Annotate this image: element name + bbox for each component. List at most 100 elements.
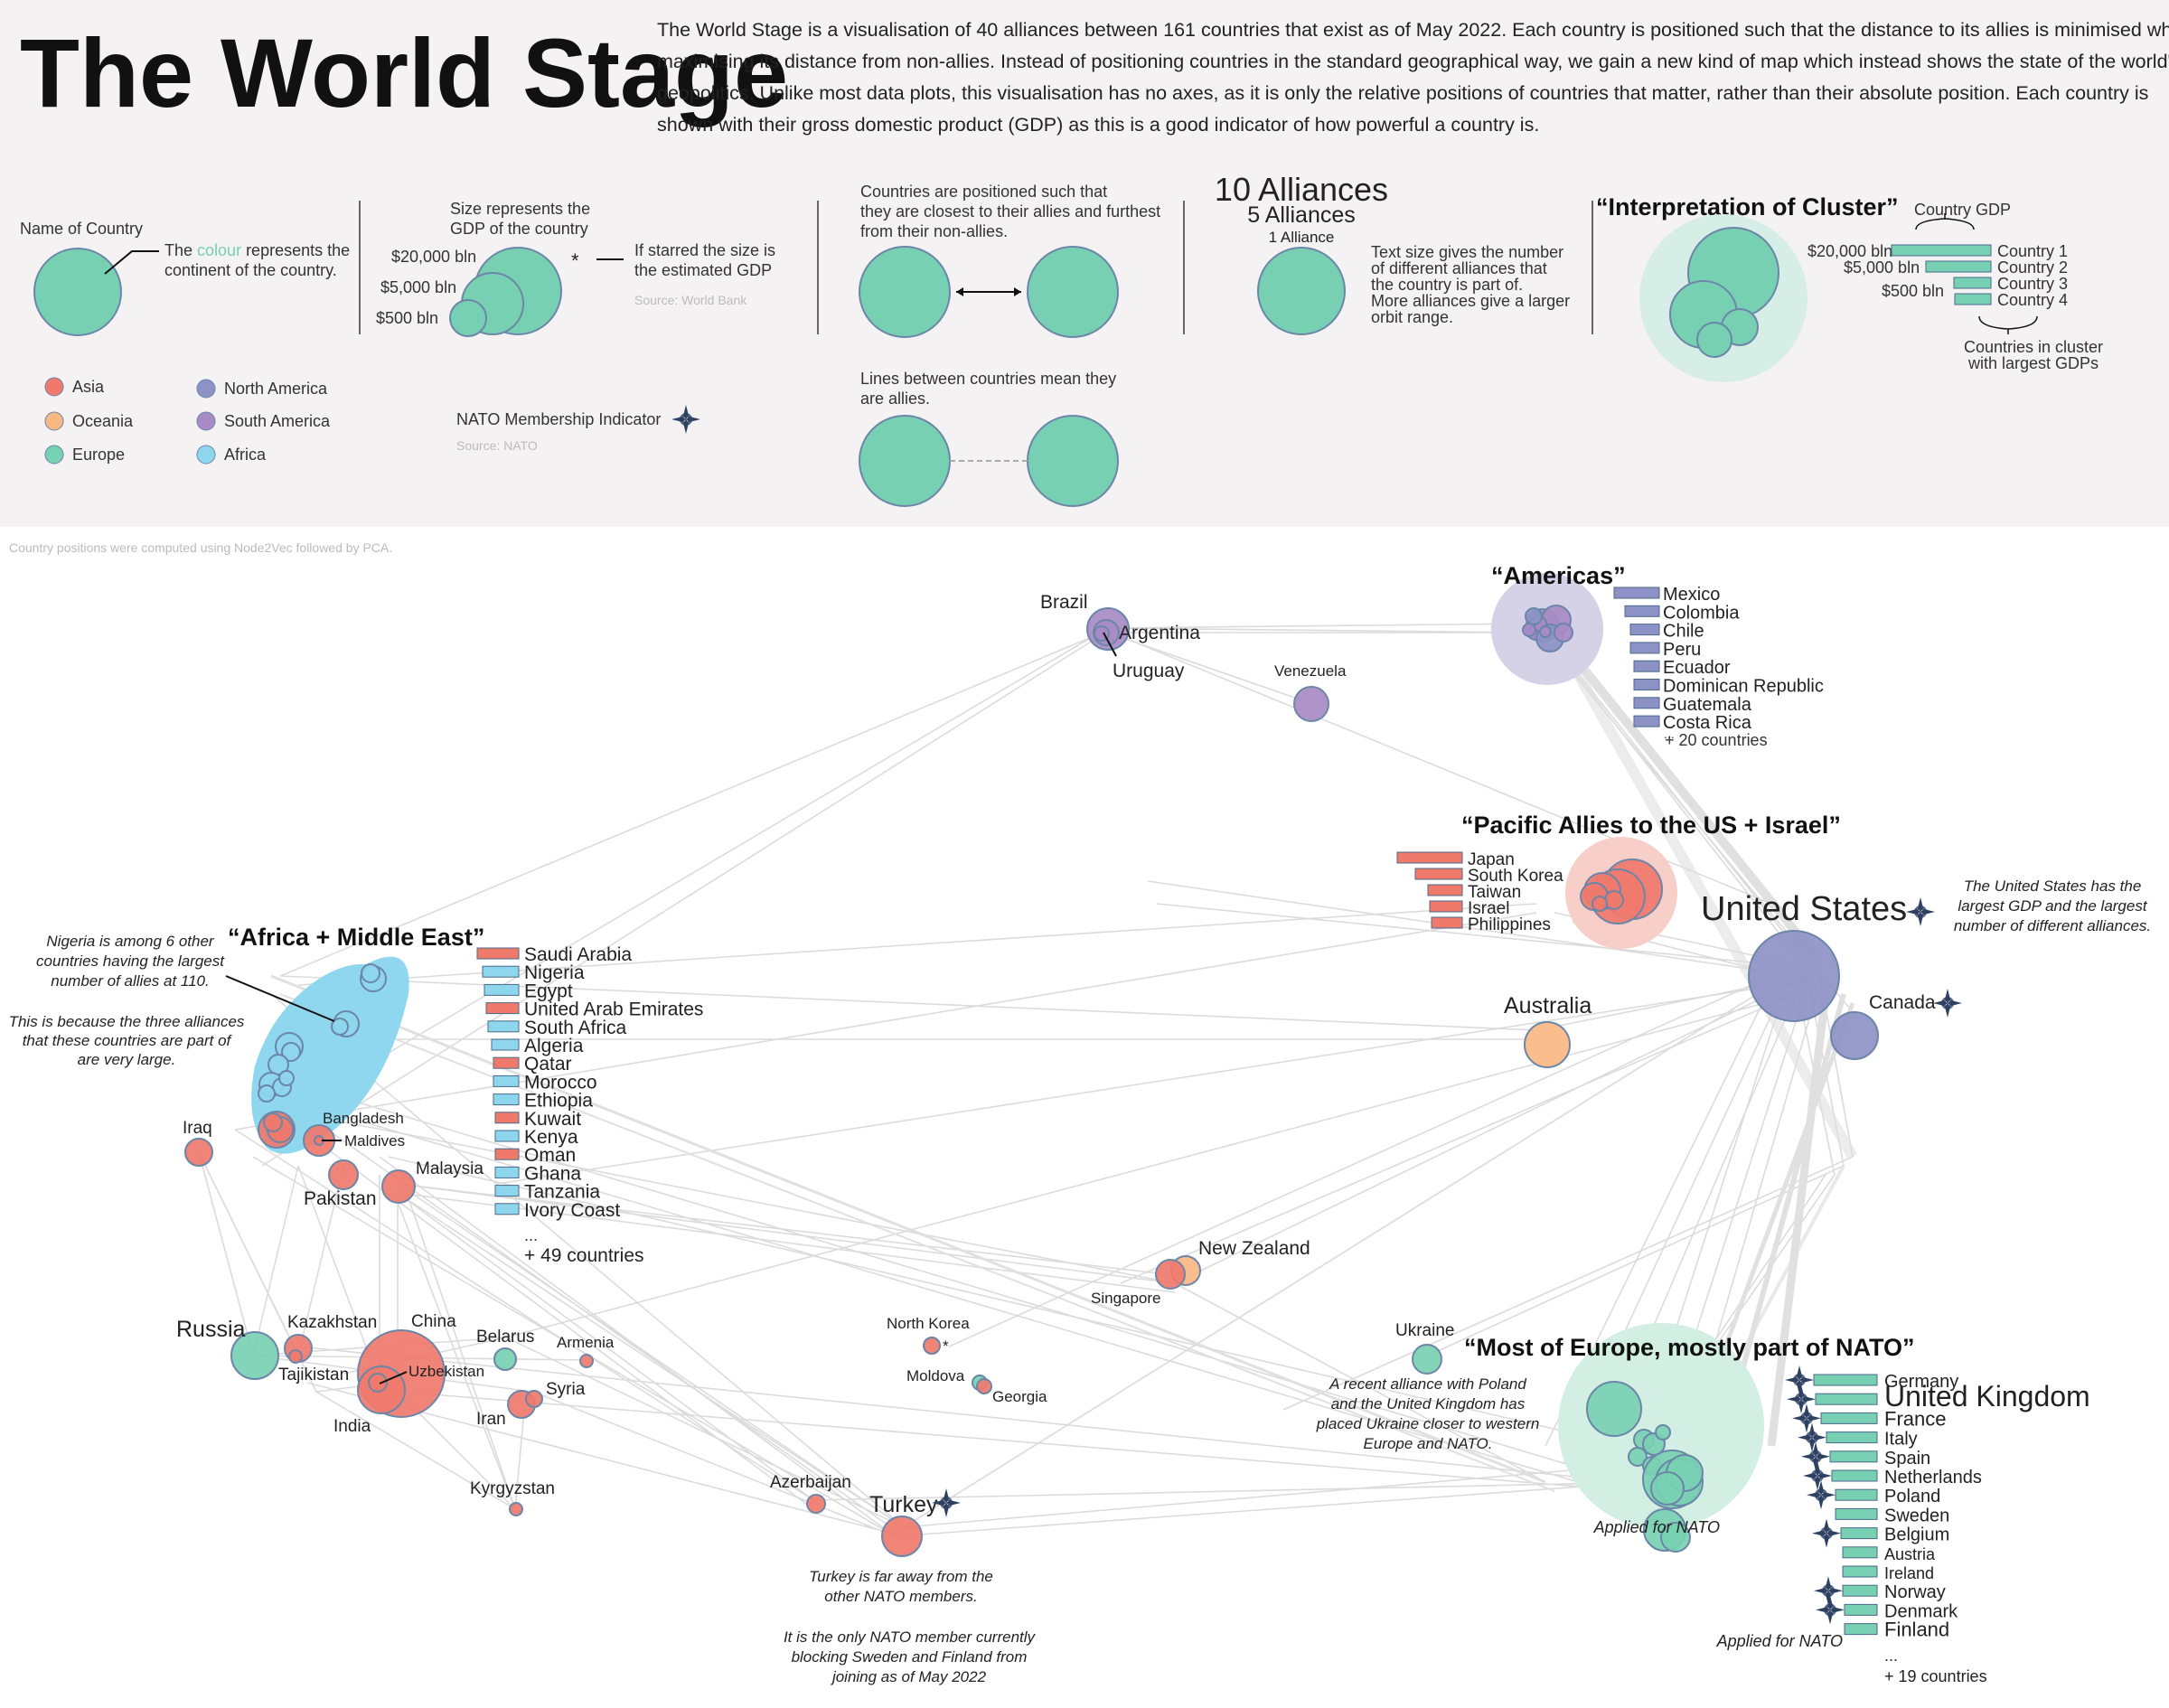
- canada-circle: [1830, 1011, 1879, 1060]
- cluster-country-label: Denmark: [1884, 1601, 1958, 1621]
- cluster-country-label: Ghana: [524, 1163, 581, 1184]
- bangladesh-label: Bangladesh: [323, 1110, 404, 1127]
- lines-note: Lines between countries mean they: [860, 370, 1116, 388]
- singapore-label: Singapore: [1091, 1290, 1161, 1307]
- americas-member-circle: [1539, 625, 1552, 638]
- text-size-note: Text size gives the number: [1371, 243, 1563, 261]
- kazakhstan-label: Kazakhstan: [287, 1313, 377, 1332]
- pakistan-label: Pakistan: [304, 1188, 377, 1209]
- kyrgyzstan-label: Kyrgyzstan: [470, 1479, 555, 1498]
- cluster-gdp-5000: $5,000 bln: [1844, 258, 1920, 277]
- alliance-strands: [270, 629, 1858, 1492]
- cluster-country-label: Country 4: [1997, 291, 2068, 309]
- cluster-country-label: Egypt: [524, 981, 573, 1001]
- gdp-bar: [494, 1130, 520, 1142]
- uzbekistan-circle: [368, 1373, 388, 1393]
- legend-size-title: GDP of the country: [450, 220, 588, 238]
- gdp-bar: [494, 1112, 520, 1124]
- gdp-bar: [1429, 900, 1463, 913]
- nato-member-icon: [1814, 1576, 1843, 1606]
- cluster-gdp-500: $500 bln: [1882, 282, 1944, 300]
- alliance-sample-circle: [1257, 247, 1346, 335]
- starred-note: the estimated GDP: [634, 261, 772, 279]
- cluster-country-label: Mexico: [1663, 585, 1720, 605]
- nato-member-icon: [1787, 1384, 1816, 1414]
- gdp-bar: [1831, 1469, 1878, 1482]
- nato-member-icon: [1801, 1441, 1830, 1471]
- annotation-line: number of allies at 110.: [51, 972, 209, 990]
- cluster-country-label: Philippines: [1468, 915, 1551, 934]
- africa-cluster-halo: [251, 956, 409, 1154]
- gdp-bar: [1842, 1546, 1878, 1559]
- gdp-bar: [1815, 1393, 1878, 1405]
- us-nato-icon: [1906, 897, 1935, 926]
- nato-member-icon: [1785, 1365, 1814, 1394]
- turkey-annotation: Turkey is far away from the other NATO m…: [784, 1568, 1037, 1685]
- gdp-bar: [1629, 624, 1660, 636]
- syria-label: Syria: [546, 1380, 586, 1399]
- moldova-label: Moldova: [906, 1367, 965, 1384]
- cluster-country-label: Saudi Arabia: [524, 944, 632, 965]
- asia-label: Asia: [72, 378, 105, 396]
- americas-cluster-title: “Americas”: [1491, 562, 1626, 589]
- armenia-circle: [579, 1354, 594, 1368]
- oceania-swatch: [44, 411, 64, 431]
- annotation-line: largest GDP and the largest: [1958, 897, 2147, 915]
- cluster-country-label: Austria: [1884, 1545, 1936, 1563]
- ally-sample-circle: [859, 415, 951, 507]
- gdp-bar: [494, 1185, 520, 1197]
- intro-line: shown with their gross domestic product …: [657, 114, 1539, 136]
- asia-swatch: [44, 377, 64, 397]
- us-annotation: The United States has the largest GDP an…: [1954, 877, 2151, 934]
- cluster-country-label: Ecuador: [1663, 658, 1731, 678]
- russia-label: Russia: [176, 1317, 246, 1342]
- georgia-label: Georgia: [992, 1388, 1047, 1405]
- annotation-line: The United States has the: [1964, 877, 2142, 895]
- cluster-gdp-20000: $20,000 bln: [1808, 242, 1892, 260]
- georgia-circle: [976, 1378, 992, 1394]
- cluster-country-label: Morocco: [524, 1072, 597, 1093]
- south-america-swatch: [196, 411, 216, 431]
- north-korea-star: *: [943, 1337, 949, 1355]
- turkey-label: Turkey: [869, 1492, 938, 1517]
- lines-note: are allies.: [860, 389, 930, 408]
- europe-ellipsis: ...: [1884, 1647, 1898, 1665]
- belarus-label: Belarus: [476, 1328, 534, 1347]
- starred-note: If starred the size is: [634, 241, 775, 259]
- north-america-swatch: [196, 379, 216, 399]
- pakistan-circle: [328, 1159, 359, 1190]
- text-size-note: More alliances give a larger: [1371, 292, 1570, 310]
- pacific-member-circle: [1604, 890, 1624, 910]
- gdp-bar: [1840, 1527, 1878, 1540]
- annotation-line: Turkey is far away from the: [809, 1568, 993, 1585]
- cluster-country-label: Country 2: [1997, 258, 2068, 277]
- americas-member-circle: [1525, 607, 1543, 625]
- gdp-bar: [487, 1020, 520, 1033]
- americas-ellipsis: ...: [1664, 727, 1675, 741]
- text-size-note: orbit range.: [1371, 308, 1453, 326]
- distance-arrowheads: [956, 287, 1021, 296]
- gdp-bar: [1414, 868, 1463, 880]
- cluster-country-label: Country 1: [1997, 242, 2068, 260]
- gdp-bar: [476, 947, 520, 960]
- cluster-note: with largest GDPs: [1967, 354, 2099, 372]
- legend-sample-circle: [33, 248, 122, 336]
- maldives-label: Maldives: [344, 1132, 405, 1150]
- ukraine-label: Ukraine: [1395, 1321, 1454, 1340]
- gdp-bar: [1633, 679, 1660, 690]
- gdp-bar-2: [1925, 260, 1992, 273]
- gdp-bar: [493, 1056, 520, 1069]
- intro-line: geopolitics. Unlike most data plots, thi…: [657, 82, 2148, 104]
- gdp-bar: [494, 1166, 520, 1178]
- cluster-country-label: Netherlands: [1884, 1468, 1982, 1487]
- gdp-bar: [1826, 1431, 1878, 1444]
- venezuela-circle: [1293, 686, 1329, 722]
- nato-member-icon: [1807, 1480, 1836, 1510]
- cluster-country-label: Norway: [1884, 1582, 1946, 1602]
- china-label: China: [411, 1312, 456, 1331]
- alliances-5-label: 5 Alliances: [1247, 202, 1356, 228]
- russia-circle: [230, 1331, 279, 1380]
- gdp-bar: [1844, 1603, 1878, 1616]
- estimate-star: *: [571, 249, 579, 272]
